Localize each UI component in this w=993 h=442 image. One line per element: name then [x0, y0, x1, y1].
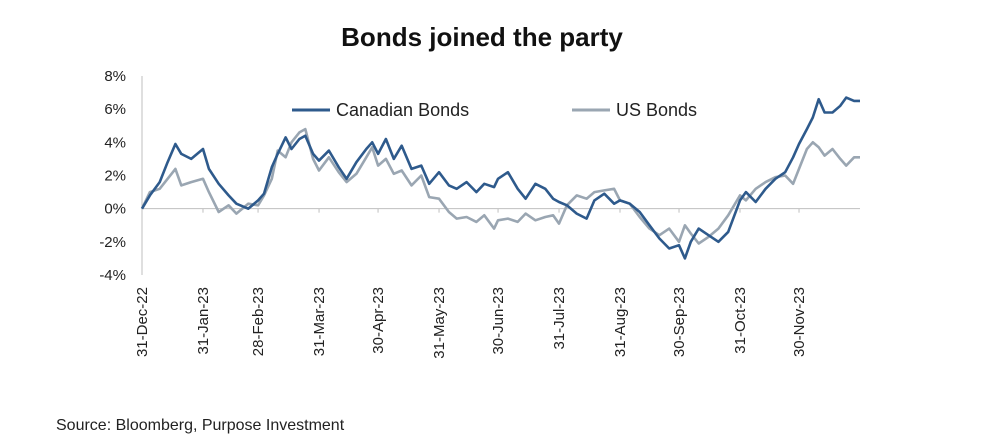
y-tick-label: 8% — [104, 68, 126, 85]
series-lines — [140, 96, 860, 260]
y-tick-label: -2% — [99, 234, 126, 251]
legend-label: Canadian Bonds — [336, 100, 469, 120]
x-tick-label: 30-Apr-23 — [370, 287, 387, 354]
x-tick-label: 31-Mar-23 — [311, 287, 328, 356]
series-line-us-bonds — [140, 127, 860, 245]
x-tick-label: 30-Jun-23 — [490, 287, 507, 355]
y-tick-label: 6% — [104, 101, 126, 118]
legend-label: US Bonds — [616, 100, 697, 120]
y-tick-label: -4% — [99, 267, 126, 284]
x-tick-label: 31-May-23 — [431, 287, 448, 359]
x-tick-label: 31-Aug-23 — [612, 287, 629, 357]
x-tick-label: 30-Nov-23 — [791, 287, 808, 357]
y-tick-label: 0% — [104, 201, 126, 218]
x-tick-label: 31-Dec-22 — [134, 287, 151, 357]
y-tick-label: 4% — [104, 134, 126, 151]
source-note: Source: Bloomberg, Purpose Investment — [56, 417, 345, 434]
y-axis: 8% 6% 4% 2% 0% -2% -4% — [99, 68, 143, 284]
legend: Canadian Bonds US Bonds — [292, 100, 697, 120]
y-tick-label: 2% — [104, 168, 126, 185]
series-line-canadian-bonds — [140, 96, 860, 260]
x-tick-label: 31-Jan-23 — [195, 287, 212, 355]
x-tick-label: 28-Feb-23 — [250, 287, 267, 356]
x-tick-label: 30-Sep-23 — [671, 287, 688, 357]
x-tick-label: 31-Jul-23 — [551, 287, 568, 350]
x-axis: 31-Dec-22 31-Jan-23 28-Feb-23 31-Mar-23 30-A… — [134, 208, 860, 359]
x-tick-label: 31-Oct-23 — [732, 287, 749, 354]
chart-title: Bonds joined the party — [341, 22, 623, 52]
